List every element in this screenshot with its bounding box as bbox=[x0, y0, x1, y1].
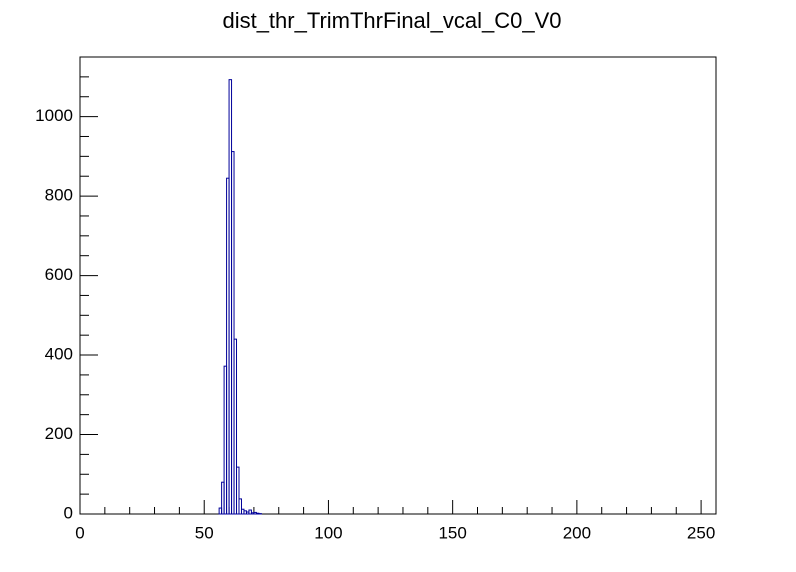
chart-title: dist_thr_TrimThrFinal_vcal_C0_V0 bbox=[222, 8, 561, 33]
bar bbox=[248, 509, 252, 515]
y-tick-label: 0 bbox=[64, 503, 73, 522]
bar bbox=[233, 338, 238, 515]
x-tick-label: 200 bbox=[563, 523, 591, 542]
bar bbox=[238, 498, 242, 515]
y-tick-label: 1000 bbox=[35, 106, 73, 125]
x-tick-label: 0 bbox=[75, 523, 84, 542]
x-tick-label: 100 bbox=[314, 523, 342, 542]
x-tick-label: 50 bbox=[195, 523, 214, 542]
frame bbox=[79, 56, 717, 515]
y-tick-label: 800 bbox=[45, 186, 73, 205]
x-tick-label: 150 bbox=[438, 523, 466, 542]
x-tick-label: 250 bbox=[687, 523, 715, 542]
y-tick-label: 400 bbox=[45, 345, 73, 364]
bar bbox=[231, 151, 235, 515]
y-tick-label: 200 bbox=[45, 424, 73, 443]
bar bbox=[236, 466, 240, 515]
y-tick-label: 600 bbox=[45, 265, 73, 284]
